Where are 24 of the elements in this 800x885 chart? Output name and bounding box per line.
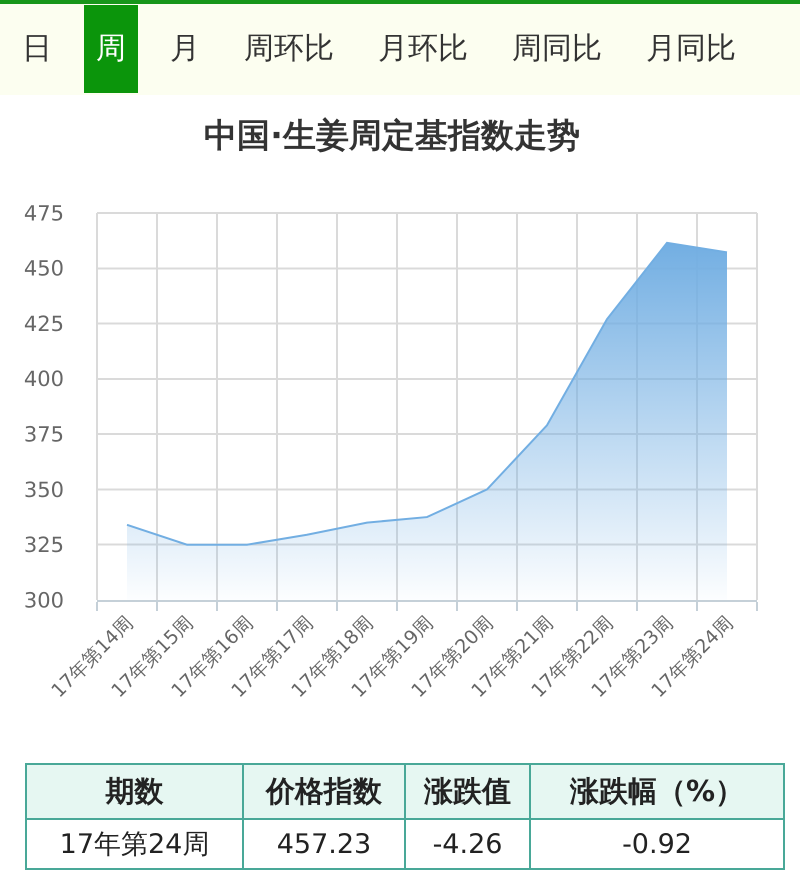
y-tick-label: 350 xyxy=(24,478,64,502)
chart-title: 中国·生姜周定基指数走势 xyxy=(204,116,580,155)
y-tick-label: 450 xyxy=(24,256,64,281)
y-tick-label: 475 xyxy=(24,201,64,226)
text: 周环比 xyxy=(243,30,335,68)
text: -0.92 xyxy=(530,819,784,869)
text: 日 xyxy=(21,30,53,68)
text: 价格指数 xyxy=(243,764,405,819)
text: 涨跌值 xyxy=(405,764,530,819)
y-tick-label: 325 xyxy=(24,533,64,558)
text: 期数 xyxy=(26,764,243,819)
y-tick-label: 400 xyxy=(24,367,64,392)
y-tick-label: 425 xyxy=(24,312,64,336)
text: 月环比 xyxy=(377,30,469,68)
text: -4.26 xyxy=(405,819,530,869)
text: 17年第24周 xyxy=(26,819,243,869)
y-tick-label: 300 xyxy=(24,588,64,612)
text: 涨跌幅（%） xyxy=(530,764,784,819)
text: 月 xyxy=(169,30,201,68)
text: 457.23 xyxy=(243,819,405,869)
text: 周同比 xyxy=(511,30,603,68)
selected-tab: 周 xyxy=(84,5,138,93)
text: 月同比 xyxy=(645,30,737,68)
y-tick-label: 375 xyxy=(24,422,64,446)
